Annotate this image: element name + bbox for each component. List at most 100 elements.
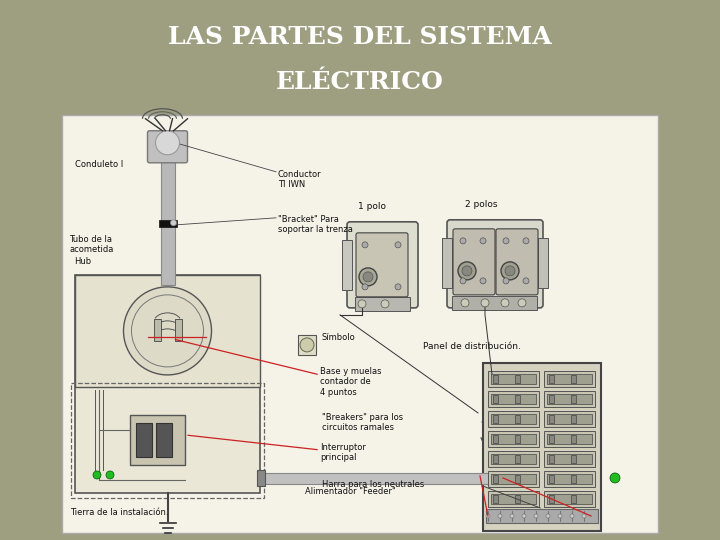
- Circle shape: [570, 514, 574, 518]
- Bar: [547, 454, 592, 464]
- Bar: [491, 374, 536, 384]
- Bar: [547, 414, 592, 424]
- Circle shape: [359, 268, 377, 286]
- Circle shape: [461, 299, 469, 307]
- Bar: [442, 238, 452, 288]
- Bar: [571, 435, 576, 443]
- Bar: [549, 415, 554, 423]
- Bar: [544, 451, 595, 467]
- Text: Tierra de la instalación.: Tierra de la instalación.: [70, 508, 168, 517]
- Bar: [515, 435, 520, 443]
- Bar: [491, 434, 536, 444]
- Bar: [62, 115, 658, 533]
- Circle shape: [498, 514, 502, 518]
- Circle shape: [93, 471, 101, 479]
- Bar: [571, 455, 576, 463]
- Circle shape: [523, 278, 529, 284]
- Text: 1 polo: 1 polo: [358, 202, 386, 211]
- Bar: [491, 394, 536, 404]
- Bar: [71, 383, 264, 498]
- Circle shape: [458, 262, 476, 280]
- Bar: [547, 474, 592, 484]
- Bar: [549, 375, 554, 383]
- Bar: [161, 155, 174, 285]
- Bar: [452, 296, 537, 310]
- Bar: [156, 423, 172, 457]
- Bar: [547, 374, 592, 384]
- Bar: [515, 375, 520, 383]
- FancyBboxPatch shape: [453, 229, 495, 295]
- Bar: [491, 474, 536, 484]
- Bar: [571, 495, 576, 503]
- Bar: [355, 297, 410, 311]
- Text: Alimentador "Feeder": Alimentador "Feeder": [305, 487, 395, 496]
- Bar: [483, 363, 601, 531]
- Bar: [486, 509, 598, 523]
- Text: Conductor
TI IWN: Conductor TI IWN: [278, 170, 322, 189]
- Bar: [491, 494, 536, 504]
- Circle shape: [505, 266, 515, 276]
- Bar: [130, 415, 185, 465]
- Bar: [571, 375, 576, 383]
- Circle shape: [362, 284, 368, 290]
- Bar: [544, 371, 595, 387]
- Bar: [260, 473, 503, 484]
- Bar: [136, 423, 152, 457]
- Bar: [493, 475, 498, 483]
- Text: Símbolo: Símbolo: [322, 333, 356, 342]
- Bar: [538, 238, 548, 288]
- Bar: [571, 475, 576, 483]
- Bar: [75, 275, 260, 493]
- Bar: [493, 435, 498, 443]
- Circle shape: [124, 287, 212, 375]
- Circle shape: [156, 131, 179, 155]
- Circle shape: [546, 514, 550, 518]
- Circle shape: [501, 262, 519, 280]
- Bar: [488, 451, 539, 467]
- Bar: [571, 395, 576, 403]
- Bar: [544, 391, 595, 407]
- Circle shape: [106, 471, 114, 479]
- Bar: [488, 491, 539, 507]
- Text: Harra para los neutrales: Harra para los neutrales: [322, 480, 424, 489]
- Text: "Breakers" para los
circuitos ramales: "Breakers" para los circuitos ramales: [322, 413, 403, 433]
- Circle shape: [395, 242, 401, 248]
- Bar: [174, 319, 181, 341]
- Bar: [257, 470, 265, 486]
- Bar: [544, 471, 595, 487]
- Bar: [298, 335, 316, 355]
- Text: Conduleto I: Conduleto I: [75, 160, 123, 170]
- Circle shape: [395, 284, 401, 290]
- Bar: [515, 455, 520, 463]
- Bar: [488, 391, 539, 407]
- Bar: [515, 495, 520, 503]
- Bar: [571, 415, 576, 423]
- Bar: [493, 375, 498, 383]
- Circle shape: [358, 300, 366, 308]
- Bar: [549, 475, 554, 483]
- Circle shape: [518, 299, 526, 307]
- Bar: [549, 495, 554, 503]
- Bar: [488, 371, 539, 387]
- Circle shape: [481, 299, 489, 307]
- FancyBboxPatch shape: [496, 229, 538, 295]
- Bar: [515, 475, 520, 483]
- Bar: [549, 395, 554, 403]
- Bar: [515, 415, 520, 423]
- Circle shape: [534, 514, 538, 518]
- Text: Hub: Hub: [74, 257, 91, 266]
- Text: LAS PARTES DEL SISTEMA: LAS PARTES DEL SISTEMA: [168, 25, 552, 49]
- Bar: [547, 394, 592, 404]
- Bar: [342, 240, 352, 290]
- Text: "Bracket" Para
soportar la trenza: "Bracket" Para soportar la trenza: [278, 215, 353, 234]
- Text: ELÉCTRICO: ELÉCTRICO: [276, 70, 444, 94]
- Bar: [493, 495, 498, 503]
- FancyBboxPatch shape: [356, 233, 408, 297]
- Circle shape: [523, 238, 529, 244]
- Circle shape: [582, 514, 586, 518]
- Text: Tubo de la
acometida: Tubo de la acometida: [69, 235, 113, 254]
- Circle shape: [480, 278, 486, 284]
- Text: Panel de distribución.: Panel de distribución.: [423, 342, 521, 351]
- Bar: [544, 491, 595, 507]
- Bar: [547, 494, 592, 504]
